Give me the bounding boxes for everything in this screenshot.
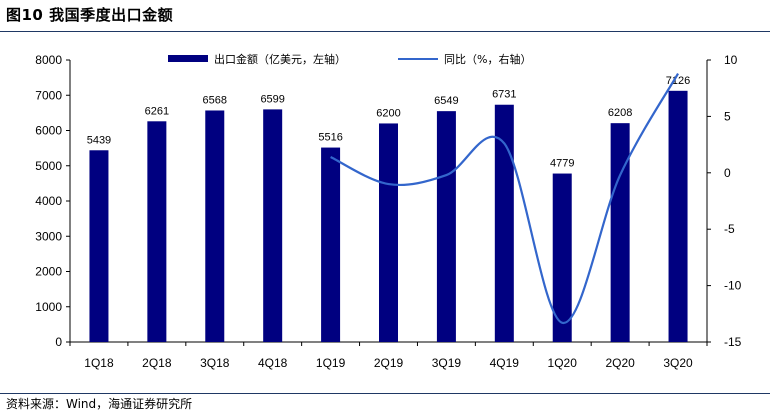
left-tick-label: 3000 (35, 229, 62, 243)
figure-title: 图10 我国季度出口金额 (6, 6, 174, 24)
right-tick-label: 5 (724, 109, 731, 123)
bar-value-label: 5516 (318, 132, 342, 144)
right-tick-label: -10 (724, 279, 742, 293)
bottom-rule (0, 393, 770, 394)
bar-value-label: 6549 (434, 95, 458, 107)
bar-value-labels: 5439 6261 6568 6599 5516 6200 6549 6731 4779 6208… (87, 75, 691, 170)
x-tick-label: 2Q20 (605, 356, 635, 370)
yoy-line (330, 72, 680, 324)
bar-value-label: 5439 (87, 134, 111, 146)
bar-1Q20 (552, 173, 572, 342)
bar-value-label: 4779 (550, 158, 574, 170)
right-tick-label: 10 (724, 53, 738, 67)
right-tick-label: -5 (724, 222, 735, 236)
yoy-line-series (330, 72, 680, 324)
bar-value-label: 6568 (203, 94, 227, 106)
x-tick-label: 3Q18 (200, 356, 230, 370)
x-tick-label: 3Q19 (432, 356, 462, 370)
x-tick-label: 1Q19 (316, 356, 346, 370)
left-tick-label: 5000 (35, 159, 62, 173)
bar-value-label: 6200 (376, 107, 400, 119)
bar-series (89, 90, 688, 343)
left-tick-label: 4000 (35, 194, 62, 208)
bar-value-label: 6208 (608, 107, 632, 119)
bar-3Q20 (668, 90, 688, 342)
x-tick-label: 1Q20 (548, 356, 578, 370)
legend: 出口金额（亿美元，左轴） 同比（%，右轴） (168, 52, 531, 66)
right-tick-label: -15 (724, 335, 742, 349)
left-tick-label: 0 (55, 335, 62, 349)
bar-1Q18 (89, 150, 109, 342)
legend-bar-label: 出口金额（亿美元，左轴） (214, 52, 346, 66)
x-tick-label: 1Q18 (84, 356, 114, 370)
left-tick-label: 1000 (35, 300, 62, 314)
bar-value-label: 6599 (260, 93, 284, 105)
x-tick-label: 4Q18 (258, 356, 288, 370)
bar-2Q20 (610, 123, 630, 342)
bar-3Q19 (436, 111, 456, 342)
bar-value-label: 6731 (492, 89, 516, 101)
left-tick-label: 8000 (35, 53, 62, 67)
bar-value-label: 6261 (145, 105, 169, 117)
x-tick-label: 2Q19 (374, 356, 404, 370)
bar-3Q18 (205, 110, 225, 342)
axes: 0 1000 2000 3000 4000 5000 6000 7000 8000 -15 -10 -… (35, 53, 741, 349)
bar-4Q18 (263, 109, 283, 342)
x-tick-label: 3Q20 (663, 356, 693, 370)
bar-2Q19 (379, 123, 398, 342)
bar-1Q19 (321, 147, 341, 342)
x-tick-label: 2Q18 (142, 356, 172, 370)
bar-2Q18 (147, 121, 167, 343)
source-note: 资料来源：Wind，海通证券研究所 (6, 397, 193, 411)
legend-line-label: 同比（%，右轴） (444, 52, 531, 66)
bar-value-label: 7126 (666, 75, 690, 87)
right-tick-label: 0 (724, 166, 731, 180)
bar-4Q19 (494, 104, 514, 343)
legend-bar-swatch (168, 55, 208, 62)
left-tick-label: 7000 (35, 88, 62, 102)
left-tick-label: 6000 (35, 124, 62, 138)
x-tick-label: 4Q19 (490, 356, 520, 370)
x-tick-labels: 1Q18 2Q18 3Q18 4Q18 1Q19 2Q19 3Q19 4Q19 1Q20 2Q20… (84, 356, 693, 370)
left-tick-label: 2000 (35, 265, 62, 279)
top-rule (0, 31, 770, 32)
